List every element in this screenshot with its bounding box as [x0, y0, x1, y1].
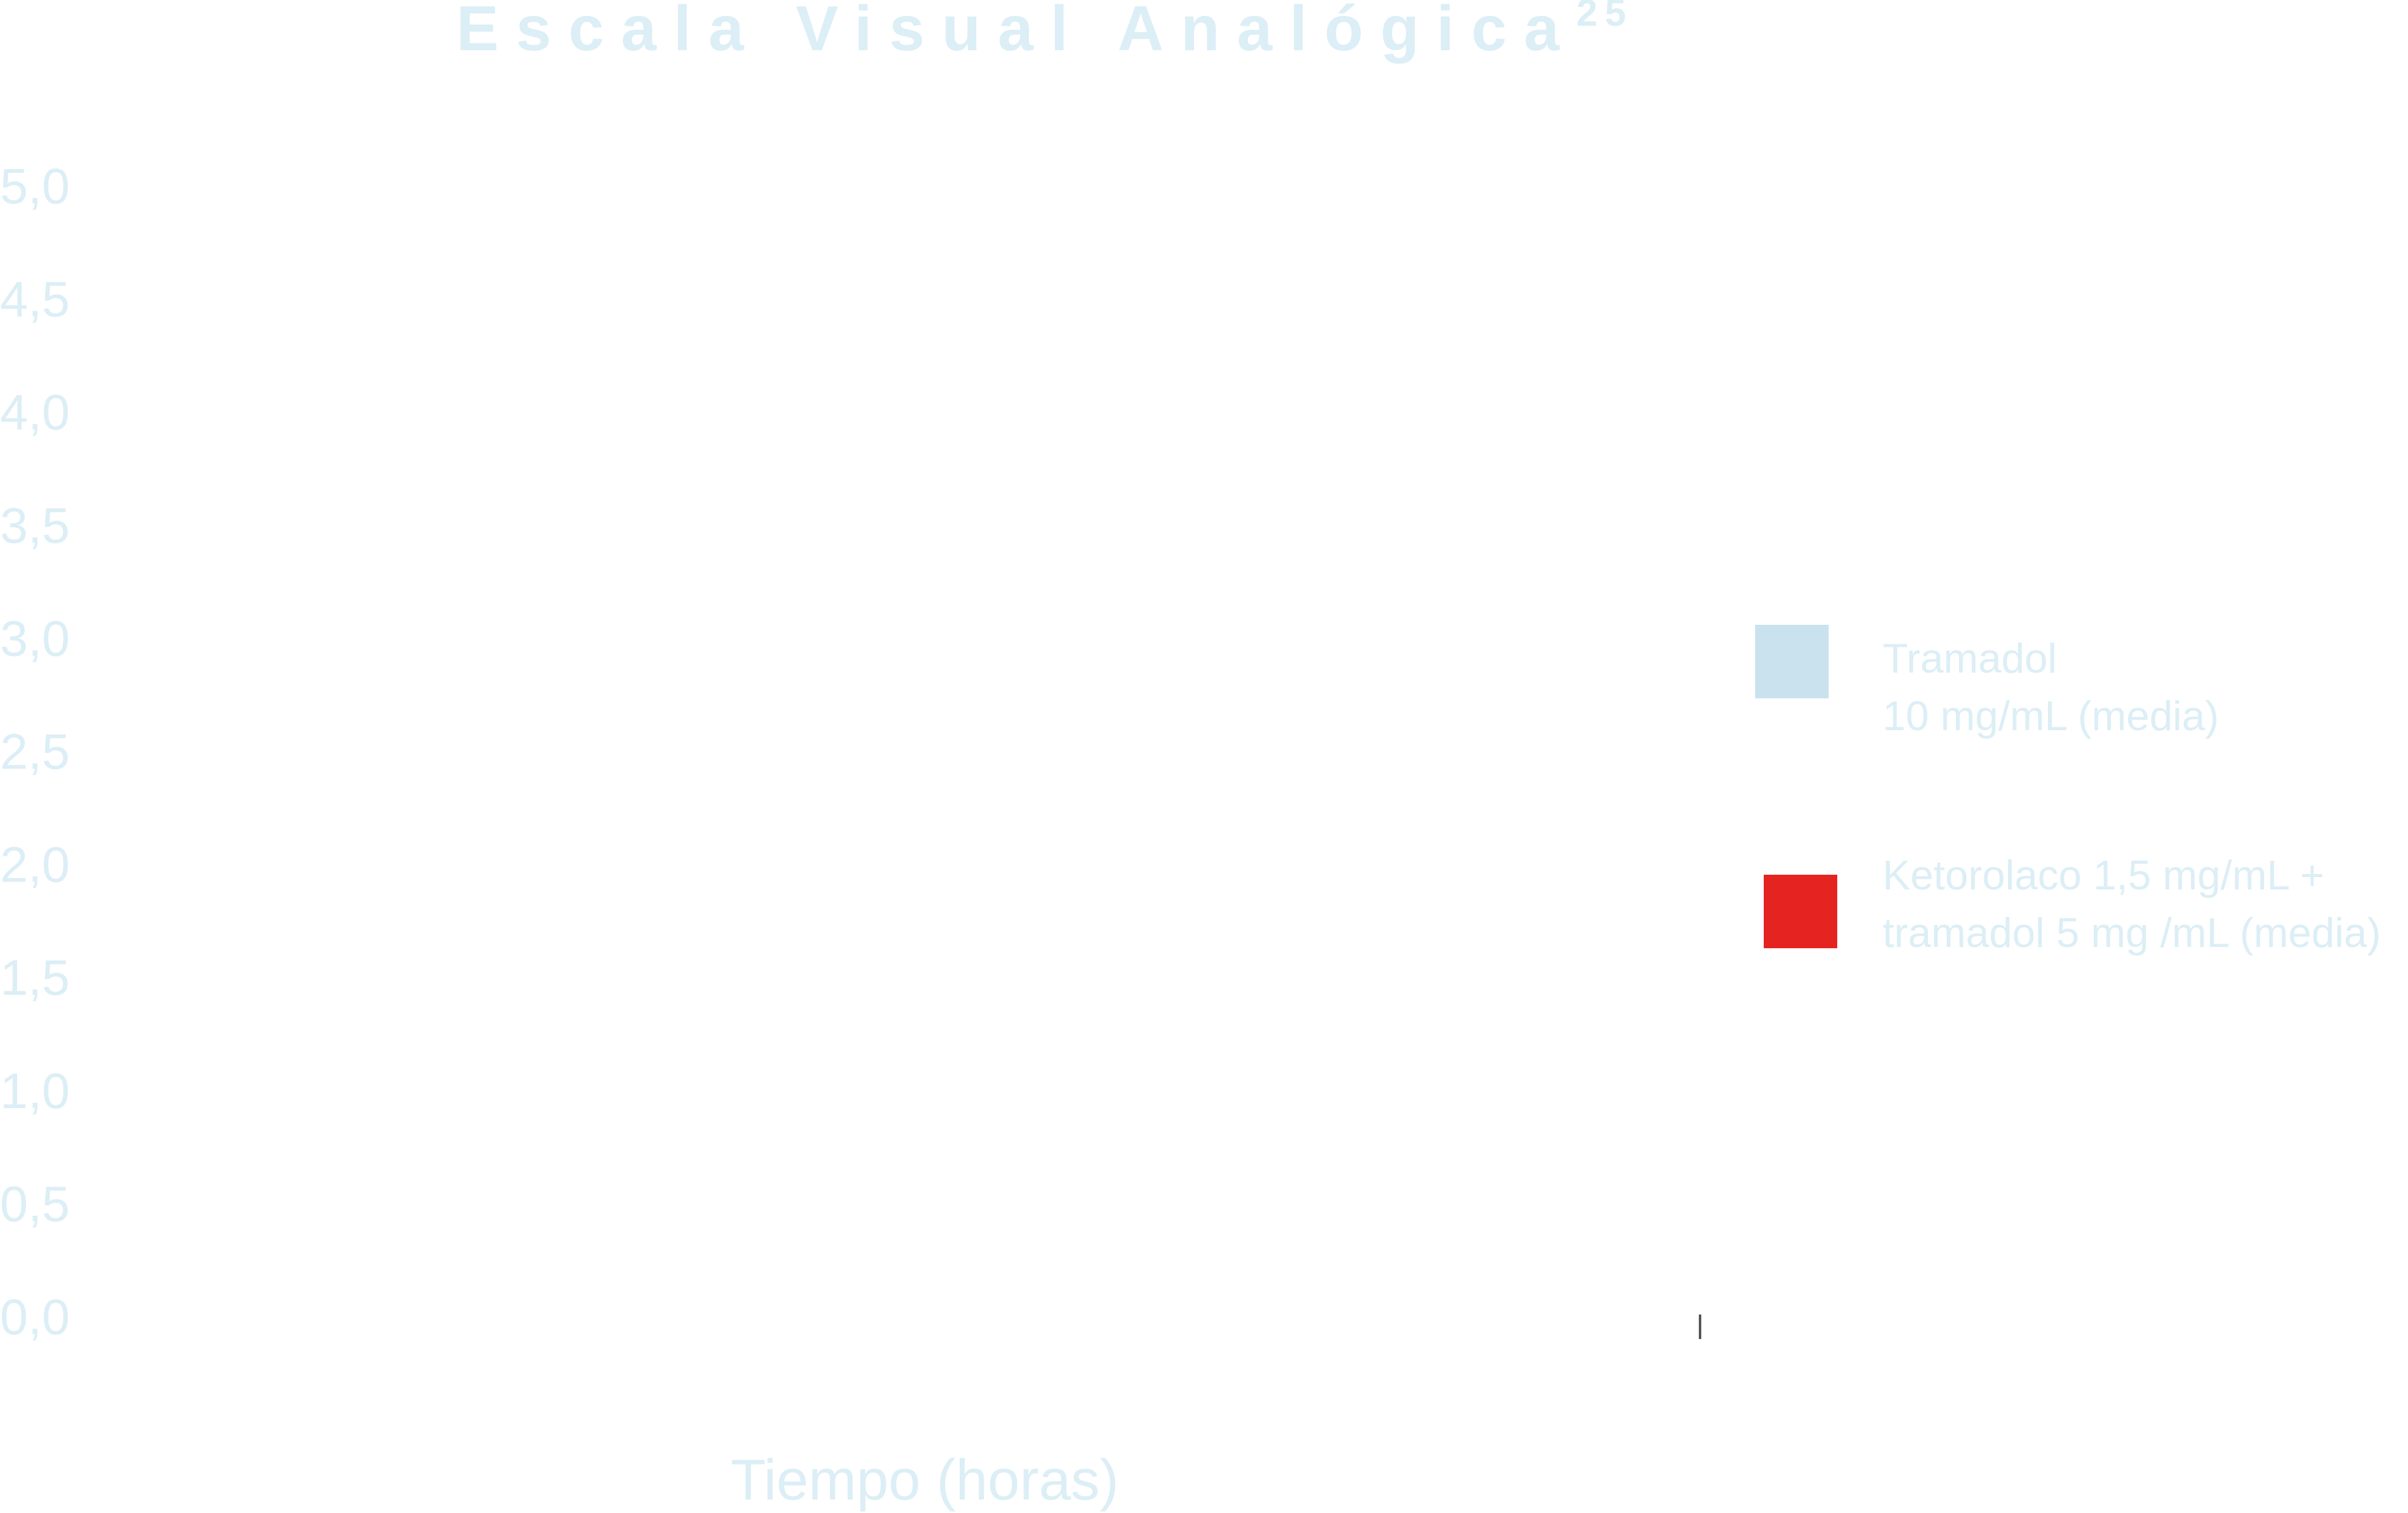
- legend-label-tramadol: Tramadol 10 mg/mL (media): [1883, 635, 2219, 739]
- y-tick-label: 0,5: [0, 1176, 70, 1232]
- chart-title: Escala Visual Analógica25: [456, 0, 1633, 64]
- legend-swatch-tramadol: [1755, 625, 1829, 698]
- y-tick-label: 1,0: [0, 1063, 70, 1119]
- y-tick-label: 4,0: [0, 385, 70, 440]
- legend-label-tramadol-line-1: Tramadol: [1883, 635, 2057, 682]
- y-tick-label: 5,0: [0, 159, 70, 214]
- legend-label-tramadol-line-2: 10 mg/mL (media): [1883, 693, 2219, 739]
- y-tick-label: 1,5: [0, 950, 70, 1006]
- y-tick-label: 2,0: [0, 837, 70, 893]
- y-axis-ticks: 0,0 0,5 1,0 1,5 2,0 2,5 3,0 3,5 4,0 4,5 5,0: [0, 159, 70, 1345]
- legend-label-ketorolaco-line-2: tramadol 5 mg /mL (media): [1883, 910, 2381, 956]
- chart-title-text: Escala Visual Analógica: [456, 0, 1576, 64]
- legend-label-ketorolaco: Ketorolaco 1,5 mg/mL + tramadol 5 mg /mL…: [1883, 852, 2381, 956]
- y-tick-label: 3,5: [0, 498, 70, 554]
- y-tick-label: 3,0: [0, 611, 70, 666]
- legend-label-ketorolaco-line-1: Ketorolaco 1,5 mg/mL +: [1883, 852, 2324, 899]
- x-axis-label: Tiempo (horas): [731, 1447, 1119, 1512]
- y-tick-label: 2,5: [0, 724, 70, 780]
- legend: Tramadol 10 mg/mL (media) Ketorolaco 1,5…: [1755, 625, 2381, 956]
- y-tick-label: 0,0: [0, 1289, 70, 1345]
- y-tick-label: 4,5: [0, 272, 70, 328]
- legend-swatch-ketorolaco: [1764, 875, 1837, 948]
- chart-title-superscript: 25: [1576, 0, 1633, 34]
